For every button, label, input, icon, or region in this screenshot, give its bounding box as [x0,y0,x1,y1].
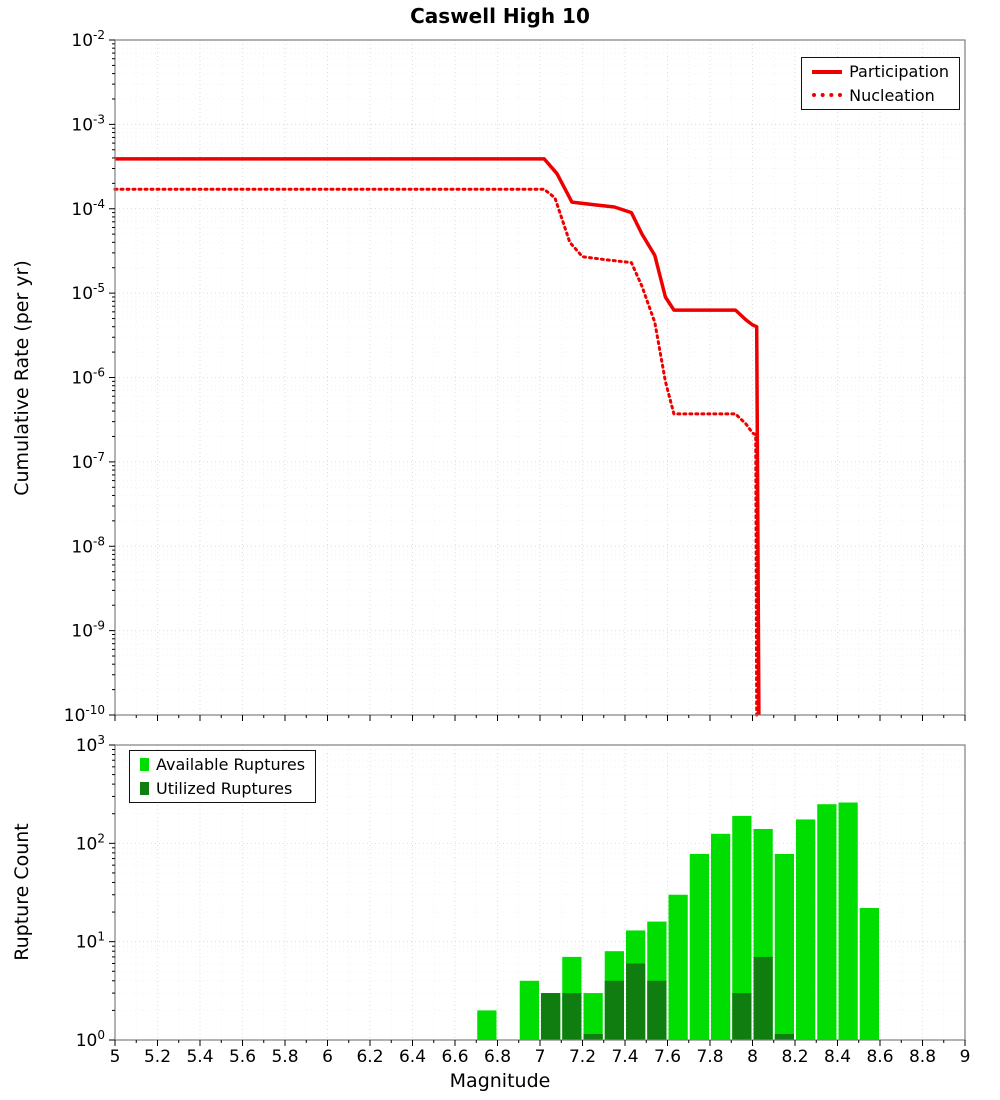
x-tick-label: 6 [322,1047,333,1067]
x-tick-label: 6.2 [356,1047,383,1067]
x-tick-label: 7.4 [611,1047,638,1067]
x-tick-label: 5 [110,1047,121,1067]
available-ruptures-bar [711,833,731,1040]
y-tick-label: 10-6 [71,366,105,389]
x-tick-label: 8.8 [909,1047,936,1067]
x-tick-label: 6.6 [441,1047,468,1067]
available-ruptures-bar [477,1010,497,1040]
utilized-ruptures-bar [753,956,773,1040]
x-tick-label: 8 [747,1047,758,1067]
x-tick-label: 7.2 [569,1047,596,1067]
y-tick-label: 103 [76,733,105,756]
y-tick-label: 10-10 [64,703,105,726]
legend-item-nucleation: Nucleation [812,85,949,105]
participation-line-sample [812,69,843,74]
legend-item-available-ruptures: Available Ruptures [140,756,305,774]
utilized-ruptures-bar [626,963,646,1040]
available-ruptures-bar [774,853,794,1040]
y-tick-label: 102 [76,831,105,854]
y-tick-label: 10-3 [71,112,105,135]
utilized-legend-label: Utilized Ruptures [156,778,293,798]
nucleation-legend-label: Nucleation [849,85,935,105]
y-tick-label: 100 [76,1028,105,1051]
available-swatch [140,758,149,772]
available-ruptures-bar [689,853,709,1040]
available-ruptures-bar [583,993,603,1040]
utilized-swatch [140,781,149,795]
available-legend-label: Available Ruptures [156,755,306,774]
y-tick-label: 10-5 [71,281,105,304]
y-tick-label: 10-4 [71,197,105,220]
participation-legend-label: Participation [849,62,949,81]
x-axis-label: Magnitude [449,1070,551,1092]
participation-line [115,157,761,716]
available-ruptures-bar [732,815,752,1040]
bottom-y-axis-label: Rupture Count [11,823,33,961]
y-tick-label: 10-2 [71,28,105,51]
x-tick-label: 5.6 [229,1047,256,1067]
utilized-ruptures-bar [562,993,582,1040]
nucleation-line [113,187,759,717]
legend-item-participation: Participation [812,63,949,81]
chart-title: Caswell High 10 [410,4,590,28]
top-y-axis-label: Cumulative Rate (per yr) [11,260,33,496]
y-tick-label: 10-7 [71,450,105,473]
rupture-legend: Available Ruptures Utilized Ruptures [129,750,317,804]
utilized-ruptures-bar [732,993,752,1040]
nucleation-line-sample [812,93,843,98]
x-tick-label: 9 [960,1047,971,1067]
legend-item-utilized-ruptures: Utilized Ruptures [140,778,305,798]
utilized-ruptures-bar [583,1034,603,1040]
available-ruptures-bar [519,980,539,1040]
available-ruptures-bar [668,894,688,1040]
y-tick-label: 10-8 [71,534,105,557]
y-tick-label: 10-9 [71,619,105,642]
x-tick-label: 8.2 [781,1047,808,1067]
x-tick-label: 5.8 [271,1047,298,1067]
x-tick-label: 7 [535,1047,546,1067]
x-tick-label: 8.4 [824,1047,851,1067]
available-ruptures-bar [838,802,858,1040]
x-tick-label: 7.6 [654,1047,681,1067]
x-tick-label: 7.8 [696,1047,723,1067]
utilized-ruptures-bar [604,980,624,1040]
utilized-ruptures-bar [541,993,561,1040]
x-tick-label: 5.2 [144,1047,171,1067]
x-tick-label: 6.4 [399,1047,426,1067]
rate-legend: Participation Nucleation [801,57,960,111]
x-tick-label: 8.6 [866,1047,893,1067]
utilized-ruptures-bar [774,1034,794,1040]
utilized-ruptures-bar [647,980,667,1040]
x-tick-label: 5.4 [186,1047,213,1067]
y-tick-label: 101 [76,930,105,953]
x-tick-label: 6.8 [484,1047,511,1067]
available-ruptures-bar [817,804,837,1040]
available-ruptures-bar [859,907,879,1040]
available-ruptures-bar [796,819,816,1040]
